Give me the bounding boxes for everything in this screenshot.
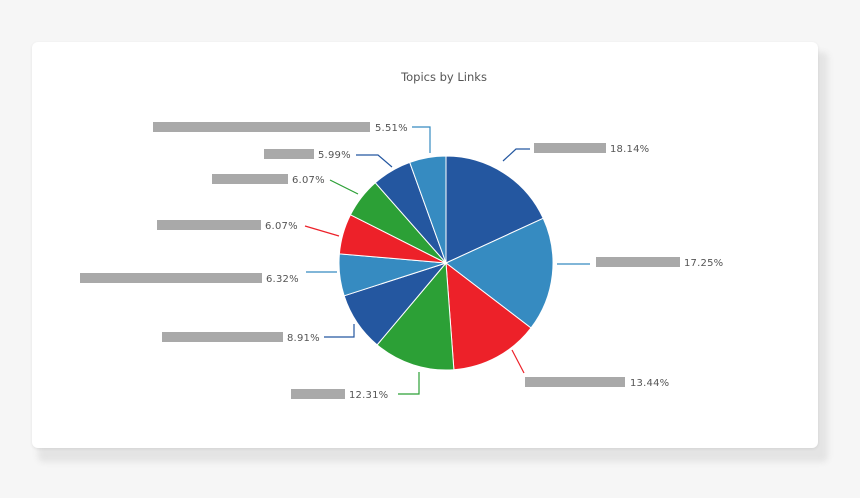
slice-percent-label-9: 5.99% <box>318 150 351 161</box>
redacted-category-label-3 <box>525 377 625 387</box>
redacted-category-label-2 <box>596 257 680 267</box>
pie-slice-1[interactable] <box>445 155 544 264</box>
slice-percent-label-7: 6.07% <box>265 221 298 232</box>
slice-percent-label-1: 18.14% <box>610 144 649 155</box>
label-connector-9 <box>356 154 393 168</box>
slice-percent-label-6: 6.32% <box>266 274 299 285</box>
redacted-category-label-4 <box>291 389 345 399</box>
slice-percent-label-8: 6.07% <box>292 175 325 186</box>
label-connector-8 <box>329 179 359 195</box>
label-connector-3 <box>511 349 525 374</box>
redacted-category-label-10 <box>153 122 370 132</box>
redacted-category-label-5 <box>162 332 283 342</box>
pie-slices <box>338 155 554 371</box>
redacted-category-label-1 <box>534 143 606 153</box>
pie-slice-4[interactable] <box>376 261 455 371</box>
redacted-category-label-6 <box>80 273 262 283</box>
pie-slice-2[interactable] <box>445 217 554 329</box>
pie-labels: 18.14% 17.25% 13.44% 12.31% 8.91% 6.32% 6.07% 6… <box>80 122 723 401</box>
redacted-category-label-8 <box>212 174 288 184</box>
label-connector-10 <box>412 126 431 153</box>
pie-slice-3[interactable] <box>445 261 532 371</box>
redacted-category-label-7 <box>157 220 261 230</box>
label-connector-7 <box>304 225 340 237</box>
label-connector-5 <box>324 324 355 338</box>
label-connector-1 <box>502 148 530 162</box>
chart-title: Topics by Links <box>400 70 487 84</box>
slice-percent-label-3: 13.44% <box>630 378 669 389</box>
pie-slice-10[interactable] <box>409 155 447 264</box>
slice-percent-label-2: 17.25% <box>684 258 723 269</box>
slice-percent-label-5: 8.91% <box>287 333 320 344</box>
redacted-category-label-9 <box>264 149 314 159</box>
slice-percent-label-10: 5.51% <box>375 123 408 134</box>
slice-percent-label-4: 12.31% <box>349 390 388 401</box>
label-connector-4 <box>398 372 420 395</box>
